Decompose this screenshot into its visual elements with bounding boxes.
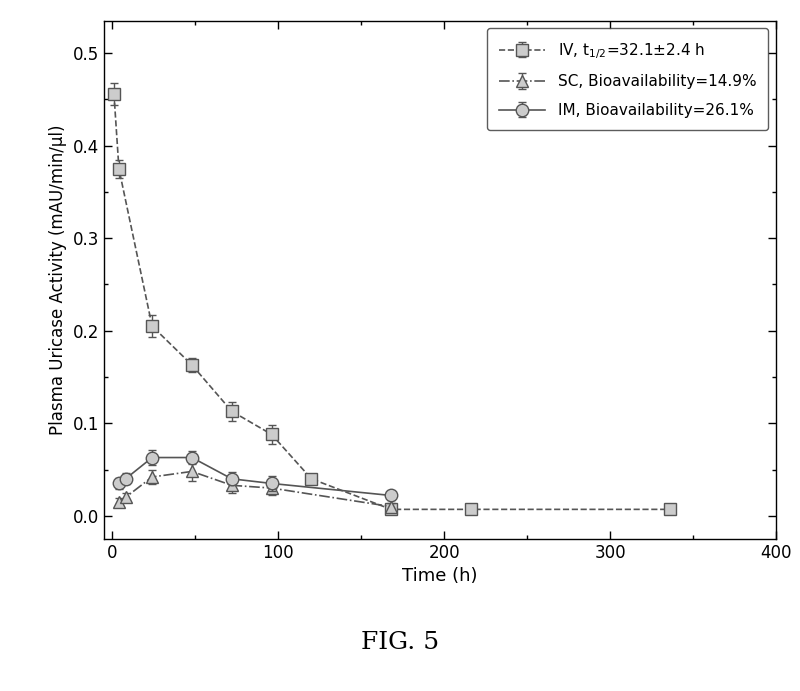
Legend: IV, t$_{1/2}$=32.1±2.4 h, SC, Bioavailability=14.9%, IM, Bioavailability=26.1%: IV, t$_{1/2}$=32.1±2.4 h, SC, Bioavailab… bbox=[487, 28, 768, 131]
Text: FIG. 5: FIG. 5 bbox=[361, 631, 439, 654]
Y-axis label: Plasma Uricase Activity (mAU/min/μl): Plasma Uricase Activity (mAU/min/μl) bbox=[50, 124, 67, 435]
X-axis label: Time (h): Time (h) bbox=[402, 567, 478, 585]
